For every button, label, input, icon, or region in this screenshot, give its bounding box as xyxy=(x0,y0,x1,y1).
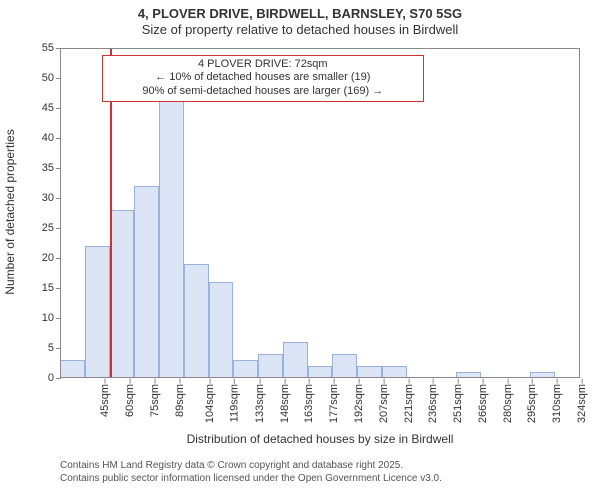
y-axis-label: Number of detached properties xyxy=(3,47,17,377)
histogram-bar xyxy=(258,354,283,378)
attribution: Contains HM Land Registry data © Crown c… xyxy=(0,460,600,485)
y-tick: 45 xyxy=(42,102,60,114)
histogram-bar xyxy=(456,372,481,378)
x-tick: 177sqm xyxy=(328,384,340,423)
y-tick: 25 xyxy=(42,222,60,234)
histogram-bar xyxy=(382,366,407,378)
y-tick: 15 xyxy=(42,282,60,294)
y-tick: 5 xyxy=(48,342,60,354)
histogram-bar xyxy=(332,354,357,378)
annotation-line: 4 PLOVER DRIVE: 72sqm xyxy=(109,58,417,72)
x-tick: 119sqm xyxy=(229,384,241,422)
histogram-bar xyxy=(110,210,135,378)
x-tick: 163sqm xyxy=(304,384,316,423)
histogram-bar xyxy=(85,246,110,378)
y-tick: 0 xyxy=(48,372,60,384)
y-tick: 30 xyxy=(42,192,60,204)
histogram-bar xyxy=(233,360,258,378)
x-tick: 280sqm xyxy=(502,384,514,423)
x-tick: 310sqm xyxy=(551,384,563,423)
chart-title: 4, PLOVER DRIVE, BIRDWELL, BARNSLEY, S70… xyxy=(0,0,600,22)
histogram-bar xyxy=(60,360,85,378)
x-tick: 324sqm xyxy=(576,384,588,423)
x-tick: 207sqm xyxy=(378,384,390,423)
x-tick: 221sqm xyxy=(403,384,415,423)
chart-subtitle: Size of property relative to detached ho… xyxy=(0,22,600,38)
x-tick: 266sqm xyxy=(477,384,489,423)
x-tick: 133sqm xyxy=(254,384,266,423)
histogram-bar xyxy=(184,264,209,378)
y-tick: 40 xyxy=(42,132,60,144)
x-axis-label: Distribution of detached houses by size … xyxy=(60,432,580,446)
x-tick: 236sqm xyxy=(427,384,439,423)
plot-area: 4 PLOVER DRIVE: 72sqm← 10% of detached h… xyxy=(60,48,580,378)
y-tick: 50 xyxy=(42,72,60,84)
y-tick: 10 xyxy=(42,312,60,324)
x-tick: 60sqm xyxy=(124,384,136,417)
x-tick: 89sqm xyxy=(174,384,186,417)
x-tick: 75sqm xyxy=(149,384,161,417)
histogram-bar xyxy=(357,366,382,378)
x-tick: 251sqm xyxy=(452,384,464,423)
histogram-bar xyxy=(159,78,184,378)
histogram-bar xyxy=(209,282,234,378)
y-tick: 55 xyxy=(42,42,60,54)
annotation-line: 90% of semi-detached houses are larger (… xyxy=(109,85,417,99)
y-tick: 35 xyxy=(42,162,60,174)
x-tick: 295sqm xyxy=(526,384,538,423)
attribution-line2: Contains public sector information licen… xyxy=(60,473,600,486)
histogram-bar xyxy=(530,372,555,378)
chart-container: { "meta": { "width_px": 600, "height_px"… xyxy=(0,0,600,500)
x-tick: 45sqm xyxy=(99,384,111,417)
attribution-line1: Contains HM Land Registry data © Crown c… xyxy=(60,460,600,473)
histogram-bar xyxy=(283,342,308,378)
x-tick: 104sqm xyxy=(205,384,217,423)
x-tick: 148sqm xyxy=(279,384,291,423)
annotation-line: ← 10% of detached houses are smaller (19… xyxy=(109,71,417,85)
x-tick: 192sqm xyxy=(353,384,365,423)
histogram-bar xyxy=(308,366,333,378)
y-tick: 20 xyxy=(42,252,60,264)
histogram-bar xyxy=(134,186,159,378)
annotation-box: 4 PLOVER DRIVE: 72sqm← 10% of detached h… xyxy=(102,55,424,102)
